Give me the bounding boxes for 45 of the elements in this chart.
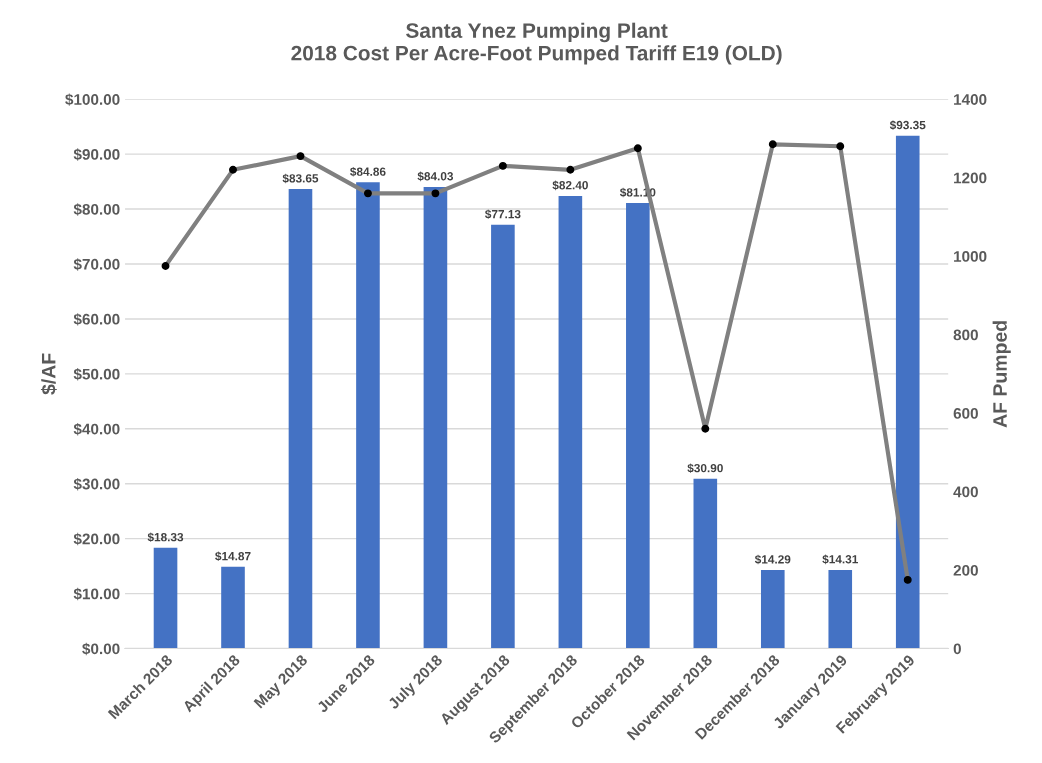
y2-tick-label: 200 — [953, 564, 978, 576]
y2-tick-label: 1200 — [954, 172, 987, 184]
data-label: $14.87 — [215, 551, 251, 562]
y-tick-label: $90.00 — [73, 148, 120, 161]
y2-tick-label: 0 — [953, 643, 961, 655]
data-label: $84.86 — [350, 166, 386, 177]
bar — [828, 569, 853, 649]
y2-tick-label: 400 — [953, 486, 978, 498]
y2-tick-label: 1400 — [954, 94, 987, 105]
bar — [423, 186, 448, 649]
y-tick-label: $60.00 — [73, 313, 120, 326]
y-tick-label: $80.00 — [73, 203, 120, 216]
y2-tick-label: 1000 — [954, 251, 987, 262]
y-tick-label: $30.00 — [73, 477, 120, 491]
bar — [760, 570, 785, 649]
y-tick-label: $40.00 — [73, 423, 120, 436]
y-tick-label: $50.00 — [73, 368, 120, 381]
y2-tick-label: 600 — [953, 407, 978, 419]
data-label: $14.29 — [754, 554, 791, 565]
data-label: $14.31 — [822, 554, 858, 565]
y-tick-label: $20.00 — [73, 532, 120, 546]
bar — [626, 203, 650, 649]
y2-axis-title: AF Pumped — [992, 321, 1011, 428]
y-tick-label: $10.00 — [73, 587, 120, 601]
bar — [153, 547, 178, 649]
bar — [356, 182, 380, 649]
data-label: $18.33 — [147, 532, 184, 543]
data-label: $84.03 — [417, 171, 454, 182]
chart-title: Santa Ynez Pumping Plant 2018 Cost Per Acre-Foot Pumped Tariff E19 (OLD) — [291, 22, 782, 65]
data-label: $77.13 — [485, 209, 521, 220]
data-label: $30.90 — [687, 463, 723, 474]
bar — [693, 478, 718, 649]
y-axis-title: $/AF — [40, 353, 57, 395]
y-tick-label: $0.00 — [82, 642, 120, 656]
bar — [558, 195, 583, 649]
bar — [491, 224, 515, 649]
data-label: $82.40 — [552, 180, 588, 191]
bar — [221, 566, 245, 649]
bar — [895, 135, 920, 649]
y-tick-label: $70.00 — [73, 258, 120, 271]
y2-tick-label: 800 — [953, 329, 978, 341]
data-label: $93.35 — [889, 120, 926, 130]
y-tick-label: $100.00 — [65, 93, 120, 106]
data-label: $83.65 — [282, 173, 319, 184]
bar — [288, 189, 313, 649]
